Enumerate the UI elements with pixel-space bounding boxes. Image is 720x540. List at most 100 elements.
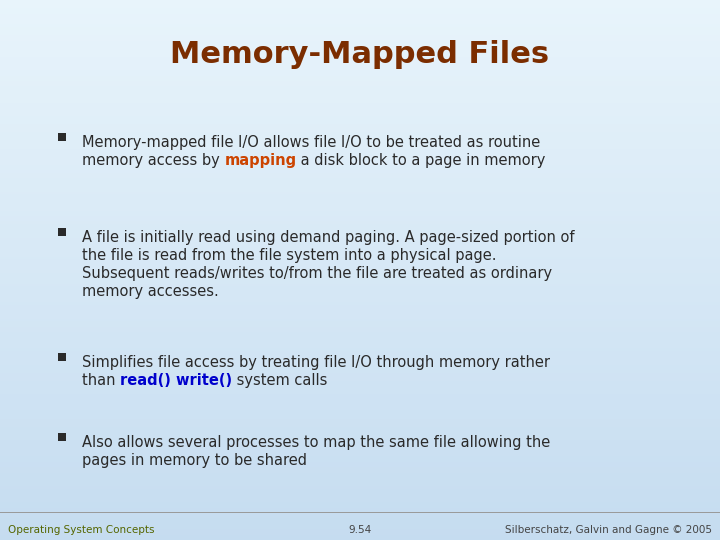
Bar xyxy=(0,208,720,211)
Bar xyxy=(0,383,720,386)
Bar xyxy=(0,381,720,383)
Bar xyxy=(0,8,720,11)
Bar xyxy=(0,89,720,92)
Bar xyxy=(58,433,66,441)
Bar xyxy=(0,54,720,57)
Bar xyxy=(0,432,720,435)
Bar xyxy=(0,284,720,286)
Text: read() write(): read() write() xyxy=(120,373,233,388)
Bar xyxy=(0,338,720,340)
Bar xyxy=(0,378,720,381)
Bar xyxy=(0,59,720,62)
Bar xyxy=(0,202,720,205)
Bar xyxy=(0,251,720,254)
Bar xyxy=(0,310,720,313)
Bar xyxy=(0,294,720,297)
Bar xyxy=(0,81,720,84)
Bar xyxy=(0,113,720,116)
Bar xyxy=(0,97,720,100)
Bar xyxy=(0,405,720,408)
Bar xyxy=(0,402,720,405)
Bar xyxy=(0,408,720,410)
Bar xyxy=(0,435,720,437)
Bar xyxy=(0,57,720,59)
Bar xyxy=(0,446,720,448)
Bar xyxy=(0,392,720,394)
Bar xyxy=(0,86,720,89)
Bar xyxy=(0,11,720,14)
Bar xyxy=(0,273,720,275)
Bar xyxy=(0,16,720,19)
Bar xyxy=(0,262,720,265)
Bar xyxy=(0,440,720,443)
Bar xyxy=(0,130,720,132)
Bar xyxy=(0,232,720,235)
Bar xyxy=(0,302,720,305)
Bar xyxy=(0,116,720,119)
Bar xyxy=(0,483,720,486)
Bar xyxy=(0,76,720,78)
Bar xyxy=(0,448,720,451)
Bar xyxy=(0,418,720,421)
Bar xyxy=(0,167,720,170)
Bar xyxy=(0,437,720,440)
Bar xyxy=(0,524,720,526)
Bar xyxy=(0,518,720,521)
Bar xyxy=(0,308,720,310)
Bar xyxy=(0,459,720,462)
Bar xyxy=(0,22,720,24)
Bar xyxy=(0,332,720,335)
Text: Simplifies file access by treating file I/O through memory rather: Simplifies file access by treating file … xyxy=(82,355,550,370)
Bar xyxy=(0,537,720,540)
Bar xyxy=(58,228,66,236)
Bar xyxy=(0,170,720,173)
Bar xyxy=(0,464,720,467)
Bar xyxy=(0,329,720,332)
Bar xyxy=(0,0,720,3)
Bar xyxy=(0,424,720,427)
Bar xyxy=(0,243,720,246)
Bar xyxy=(0,486,720,489)
Bar xyxy=(0,416,720,418)
Bar xyxy=(0,173,720,176)
Bar xyxy=(0,505,720,508)
Bar xyxy=(0,162,720,165)
Bar xyxy=(0,235,720,238)
Bar xyxy=(0,35,720,38)
Bar xyxy=(0,467,720,470)
Bar xyxy=(0,429,720,432)
Bar xyxy=(0,321,720,324)
Bar xyxy=(0,510,720,513)
Bar xyxy=(0,27,720,30)
Bar xyxy=(0,348,720,351)
Bar xyxy=(0,224,720,227)
Bar xyxy=(0,154,720,157)
Bar xyxy=(0,500,720,502)
Bar xyxy=(0,356,720,359)
Bar xyxy=(0,472,720,475)
Bar xyxy=(0,248,720,251)
Bar xyxy=(0,62,720,65)
Bar xyxy=(0,451,720,454)
Bar xyxy=(0,400,720,402)
Bar xyxy=(0,397,720,400)
Bar xyxy=(0,354,720,356)
Bar xyxy=(0,221,720,224)
Bar xyxy=(0,343,720,346)
Bar xyxy=(0,219,720,221)
Text: memory access by: memory access by xyxy=(82,153,225,168)
Bar xyxy=(0,386,720,389)
Bar xyxy=(0,324,720,327)
Text: mapping: mapping xyxy=(225,153,297,168)
Bar xyxy=(0,94,720,97)
Bar xyxy=(0,165,720,167)
Text: the file is read from the file system into a physical page.: the file is read from the file system in… xyxy=(82,248,497,263)
Bar xyxy=(0,362,720,364)
Bar xyxy=(0,238,720,240)
Text: Silberschatz, Galvin and Gagne © 2005: Silberschatz, Galvin and Gagne © 2005 xyxy=(505,525,712,535)
Bar xyxy=(0,43,720,46)
Bar xyxy=(0,513,720,516)
Bar xyxy=(0,370,720,373)
Bar xyxy=(0,275,720,278)
Bar xyxy=(0,289,720,292)
